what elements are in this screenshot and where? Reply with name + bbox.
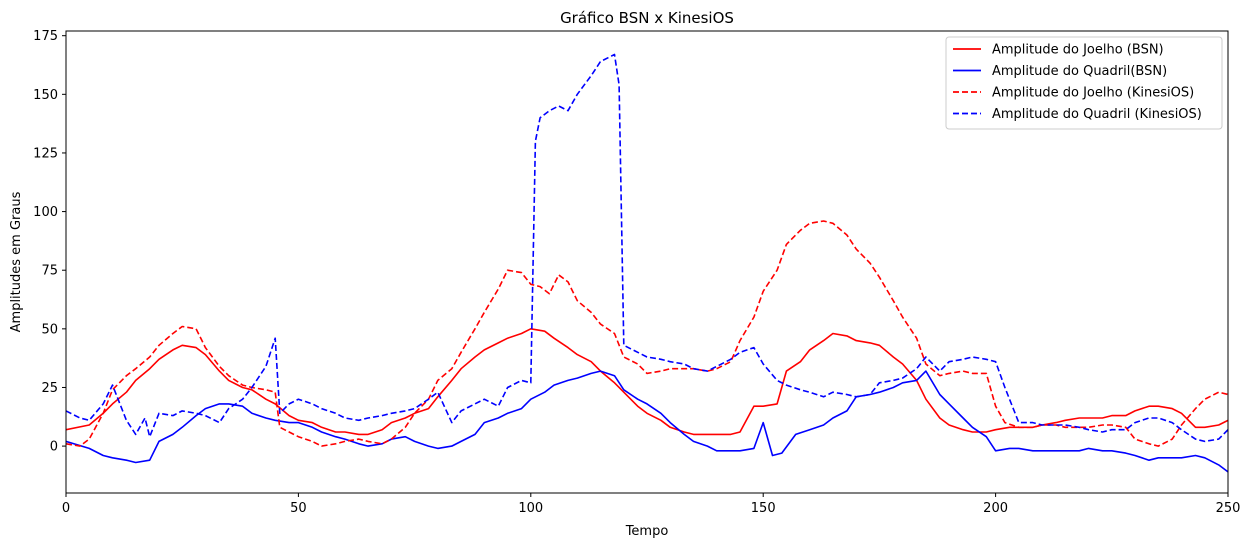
- x-tick-label: 0: [62, 501, 70, 516]
- chart-title: Gráfico BSN x KinesiOS: [560, 9, 734, 27]
- y-tick-label: 25: [41, 381, 58, 396]
- legend-label: Amplitude do Joelho (KinesiOS): [992, 86, 1194, 101]
- legend-label: Amplitude do Quadril(BSN): [992, 64, 1167, 79]
- x-axis: 0 50 100 150 200 250: [62, 493, 1241, 516]
- legend-box: [945, 36, 1223, 130]
- y-tick-label: 150: [33, 88, 58, 103]
- x-tick-label: 100: [518, 501, 543, 516]
- legend-label: Amplitude do Joelho (BSN): [992, 43, 1164, 58]
- x-tick-label: 250: [1216, 501, 1241, 516]
- y-tick-label: 125: [33, 146, 58, 161]
- x-tick-label: 150: [751, 501, 776, 516]
- series-line-2: [66, 370, 1228, 473]
- y-tick-label: 100: [33, 205, 58, 220]
- plot-frame: [65, 30, 1229, 494]
- y-axis-label: Amplitudes em Graus: [9, 191, 24, 332]
- y-axis: 0 25 50 75 100 125 150 175: [33, 29, 66, 455]
- y-tick-label: 75: [41, 264, 58, 279]
- series-line-4: [66, 53, 1228, 443]
- y-tick-label: 175: [33, 29, 58, 44]
- plot-lines: [66, 53, 1228, 473]
- legend-label: Amplitude do Quadril (KinesiOS): [992, 107, 1202, 122]
- y-tick-label: 50: [41, 322, 58, 337]
- y-tick-label: 0: [50, 440, 58, 455]
- x-axis-label: Tempo: [625, 524, 669, 539]
- x-tick-label: 200: [983, 501, 1008, 516]
- x-tick-label: 50: [290, 501, 307, 516]
- legend: Amplitude do Joelho (BSN) Amplitude do Qu…: [945, 36, 1223, 130]
